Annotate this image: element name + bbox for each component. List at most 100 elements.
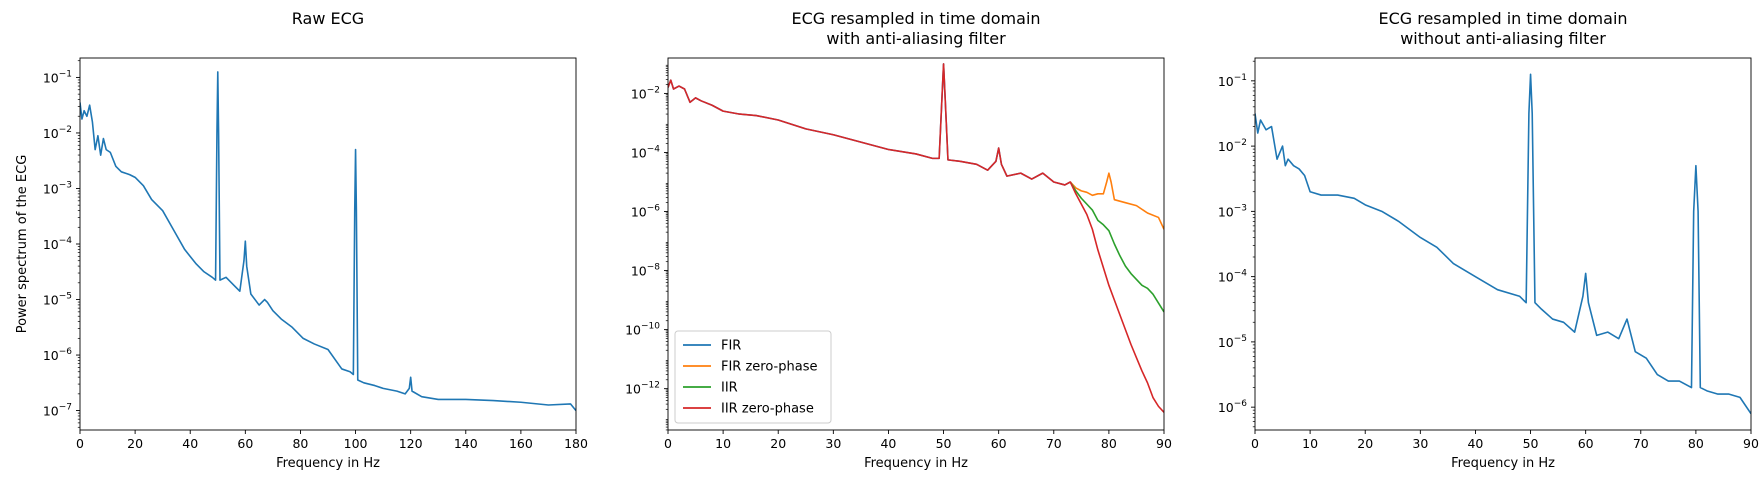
y-tick-exponent: −12 (641, 381, 660, 391)
legend-label: FIR (721, 339, 741, 354)
x-tick-label: 50 (936, 436, 952, 451)
chart-title-line: Raw ECG (292, 9, 364, 28)
chart-title: ECG resampled in time domain without anti… (1378, 9, 1627, 48)
legend: FIR FIR zero-phase IIR IIR zero-phase (674, 330, 832, 424)
y-tick-base: 10 (43, 348, 59, 363)
x-tick-label: 80 (1101, 436, 1117, 451)
y-tick-base: 10 (1218, 400, 1234, 415)
y-tick-label: 10−4 (1218, 269, 1247, 285)
x-tick-label: 20 (127, 436, 143, 451)
x-tick-label: 60 (1578, 436, 1594, 451)
y-tick-exponent: −6 (59, 347, 73, 357)
y-tick-exponent: −6 (647, 204, 661, 214)
y-tick-exponent: −1 (59, 69, 72, 79)
y-tick-base: 10 (43, 293, 59, 308)
y-tick-exponent: −2 (1234, 138, 1247, 148)
series-line-iir (1069, 181, 1164, 313)
series-line-psd (80, 71, 576, 412)
y-tick-base: 10 (1218, 74, 1234, 89)
y-tick-base: 10 (1218, 204, 1234, 219)
chart-3: ECG resampled in time domain without anti… (1218, 9, 1759, 471)
x-tick-label: 20 (1357, 436, 1373, 451)
y-tick-base: 10 (43, 126, 59, 141)
y-tick-label: 10−1 (1218, 73, 1247, 89)
legend-label: FIR zero-phase (721, 360, 817, 375)
series-line-iir-zero-phase (668, 63, 1164, 413)
y-tick-label: 10−6 (1218, 399, 1247, 415)
legend-label: IIR (721, 381, 738, 396)
y-tick-label: 10−6 (631, 204, 660, 220)
x-tick-label: 10 (715, 436, 731, 451)
chart-title: ECG resampled in time domain with anti-al… (791, 9, 1040, 48)
y-tick-label: 10−5 (1218, 334, 1247, 350)
x-tick-label: 60 (991, 436, 1007, 451)
y-tick-label: 10−7 (43, 403, 72, 419)
y-tick-exponent: −3 (1234, 203, 1247, 213)
y-tick-label: 10−6 (43, 347, 72, 363)
x-tick-label: 0 (1251, 436, 1259, 451)
y-tick-exponent: −5 (59, 292, 72, 302)
x-tick-label: 80 (292, 436, 308, 451)
x-tick-label: 140 (454, 436, 478, 451)
y-tick-base: 10 (631, 264, 647, 279)
x-tick-label: 120 (399, 436, 423, 451)
y-tick-label: 10−3 (43, 180, 72, 196)
y-tick-base: 10 (625, 323, 641, 338)
x-tick-label: 90 (1743, 436, 1759, 451)
series-line-fir-zero-phase (1069, 172, 1164, 230)
x-tick-label: 70 (1633, 436, 1649, 451)
y-tick-label: 10−12 (625, 381, 660, 397)
y-tick-label: 10−2 (43, 125, 72, 141)
y-tick-label: 10−2 (1218, 138, 1247, 154)
x-tick-label: 10 (1302, 436, 1318, 451)
chart-title-line: ECG resampled in time domain (1378, 9, 1627, 28)
y-tick-base: 10 (43, 237, 59, 252)
y-tick-exponent: −2 (647, 85, 660, 95)
y-tick-base: 10 (43, 181, 59, 196)
x-tick-label: 180 (564, 436, 588, 451)
y-axis-label: Power spectrum of the ECG (15, 155, 30, 334)
y-tick-exponent: −4 (1234, 269, 1248, 279)
chart-title-line: without anti-aliasing filter (1400, 29, 1606, 48)
y-tick-exponent: −10 (641, 322, 660, 332)
x-axis-label: Frequency in Hz (864, 456, 968, 471)
x-axis-label: Frequency in Hz (1451, 456, 1555, 471)
x-tick-label: 0 (76, 436, 84, 451)
x-tick-label: 0 (664, 436, 672, 451)
y-tick-label: 10−3 (1218, 203, 1247, 219)
x-tick-label: 30 (825, 436, 841, 451)
x-tick-label: 100 (344, 436, 368, 451)
x-tick-label: 60 (237, 436, 253, 451)
y-tick-base: 10 (1218, 335, 1234, 350)
y-tick-base: 10 (631, 145, 647, 160)
chart-2: ECG resampled in time domain with anti-al… (625, 9, 1172, 471)
series-line-psd (1255, 73, 1751, 415)
y-tick-exponent: −1 (1234, 73, 1247, 83)
y-tick-base: 10 (631, 86, 647, 101)
chart-title-line: ECG resampled in time domain (791, 9, 1040, 28)
y-tick-exponent: −8 (647, 263, 661, 273)
y-tick-label: 10−8 (631, 263, 660, 279)
y-tick-base: 10 (625, 382, 641, 397)
y-tick-exponent: −6 (1234, 399, 1248, 409)
plot-frame (79, 57, 577, 431)
y-tick-label: 10−2 (631, 85, 660, 101)
y-tick-base: 10 (1218, 270, 1234, 285)
y-tick-label: 10−5 (43, 292, 72, 308)
series-line-fir (668, 63, 1071, 186)
x-tick-label: 50 (1523, 436, 1539, 451)
x-tick-label: 70 (1046, 436, 1062, 451)
legend-box (674, 330, 832, 424)
plot-frame (1254, 57, 1752, 431)
y-tick-exponent: −5 (1234, 334, 1247, 344)
y-tick-base: 10 (43, 404, 59, 419)
y-tick-exponent: −2 (59, 125, 72, 135)
y-tick-exponent: −7 (59, 403, 72, 413)
y-tick-label: 10−4 (631, 144, 660, 160)
y-tick-base: 10 (43, 70, 59, 85)
y-tick-base: 10 (1218, 139, 1234, 154)
x-tick-label: 40 (182, 436, 198, 451)
x-tick-label: 160 (509, 436, 533, 451)
x-tick-label: 90 (1156, 436, 1172, 451)
